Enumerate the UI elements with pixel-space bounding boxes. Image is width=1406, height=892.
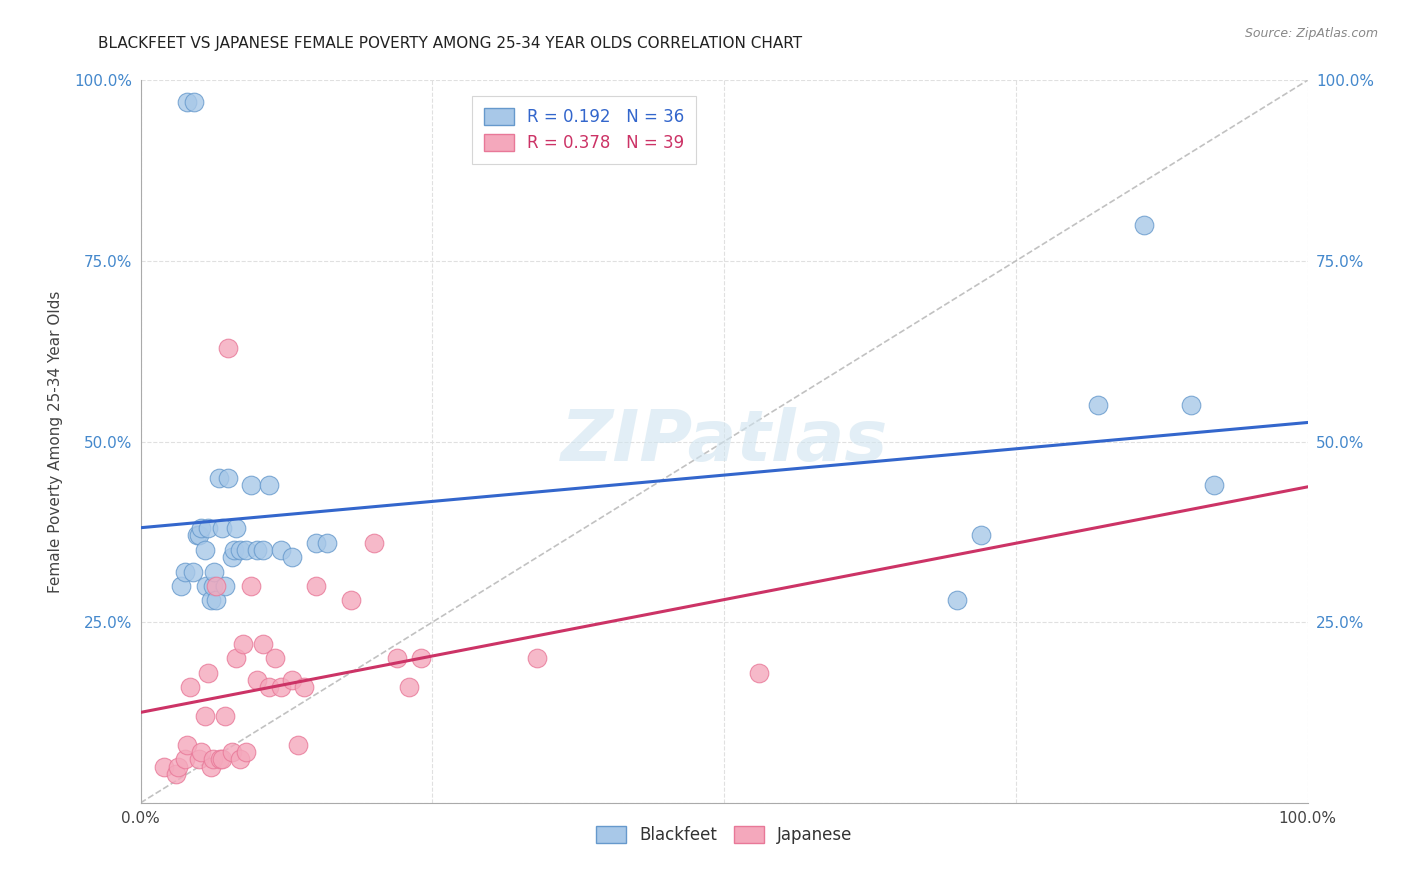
Text: Source: ZipAtlas.com: Source: ZipAtlas.com — [1244, 27, 1378, 40]
Point — [214, 579, 236, 593]
Point — [221, 745, 243, 759]
Point — [197, 665, 219, 680]
Point — [194, 579, 217, 593]
Point — [232, 637, 254, 651]
Point — [190, 521, 212, 535]
Point — [257, 478, 280, 492]
Point — [217, 341, 239, 355]
Legend: Blackfeet, Japanese: Blackfeet, Japanese — [588, 817, 860, 852]
Point — [176, 738, 198, 752]
Point — [201, 752, 224, 766]
Point — [946, 593, 969, 607]
Point — [316, 535, 339, 549]
Point — [181, 565, 204, 579]
Point — [270, 680, 292, 694]
Point — [235, 745, 257, 759]
Point — [257, 680, 280, 694]
Point — [246, 673, 269, 687]
Point — [167, 760, 190, 774]
Point — [202, 565, 225, 579]
Point — [174, 565, 197, 579]
Text: BLACKFEET VS JAPANESE FEMALE POVERTY AMONG 25-34 YEAR OLDS CORRELATION CHART: BLACKFEET VS JAPANESE FEMALE POVERTY AMO… — [98, 36, 803, 51]
Point — [229, 752, 252, 766]
Point — [190, 745, 212, 759]
Point — [186, 528, 208, 542]
Y-axis label: Female Poverty Among 25-34 Year Olds: Female Poverty Among 25-34 Year Olds — [48, 291, 63, 592]
Point — [1087, 398, 1109, 412]
Point — [211, 752, 233, 766]
Point — [1204, 478, 1226, 492]
Point — [217, 470, 239, 484]
Point — [221, 550, 243, 565]
Point — [176, 95, 198, 109]
Point — [240, 579, 263, 593]
Point — [281, 550, 304, 565]
Point — [387, 651, 409, 665]
Point — [305, 579, 328, 593]
Point — [200, 760, 222, 774]
Point — [1180, 398, 1202, 412]
Point — [229, 542, 252, 557]
Point — [214, 709, 236, 723]
Point — [165, 767, 187, 781]
Point — [526, 651, 548, 665]
Point — [1133, 218, 1156, 232]
Point — [194, 542, 217, 557]
Point — [970, 528, 993, 542]
Point — [240, 478, 263, 492]
Point — [174, 752, 197, 766]
Point — [363, 535, 385, 549]
Point — [222, 542, 245, 557]
Point — [252, 542, 274, 557]
Point — [188, 528, 211, 542]
Point — [398, 680, 420, 694]
Point — [409, 651, 432, 665]
Point — [200, 593, 222, 607]
Point — [287, 738, 309, 752]
Point — [292, 680, 315, 694]
Text: ZIPatlas: ZIPatlas — [561, 407, 887, 476]
Point — [748, 665, 770, 680]
Point — [339, 593, 361, 607]
Point — [225, 651, 247, 665]
Point — [208, 470, 231, 484]
Point — [252, 637, 274, 651]
Point — [205, 579, 228, 593]
Point — [188, 752, 211, 766]
Point — [194, 709, 217, 723]
Point — [183, 95, 205, 109]
Point — [197, 521, 219, 535]
Point — [246, 542, 269, 557]
Point — [153, 760, 176, 774]
Point — [205, 593, 228, 607]
Point — [225, 521, 247, 535]
Point — [263, 651, 285, 665]
Point — [281, 673, 304, 687]
Point — [208, 752, 231, 766]
Point — [201, 579, 224, 593]
Point — [270, 542, 292, 557]
Point — [179, 680, 201, 694]
Point — [305, 535, 328, 549]
Point — [235, 542, 257, 557]
Point — [170, 579, 193, 593]
Point — [211, 521, 233, 535]
